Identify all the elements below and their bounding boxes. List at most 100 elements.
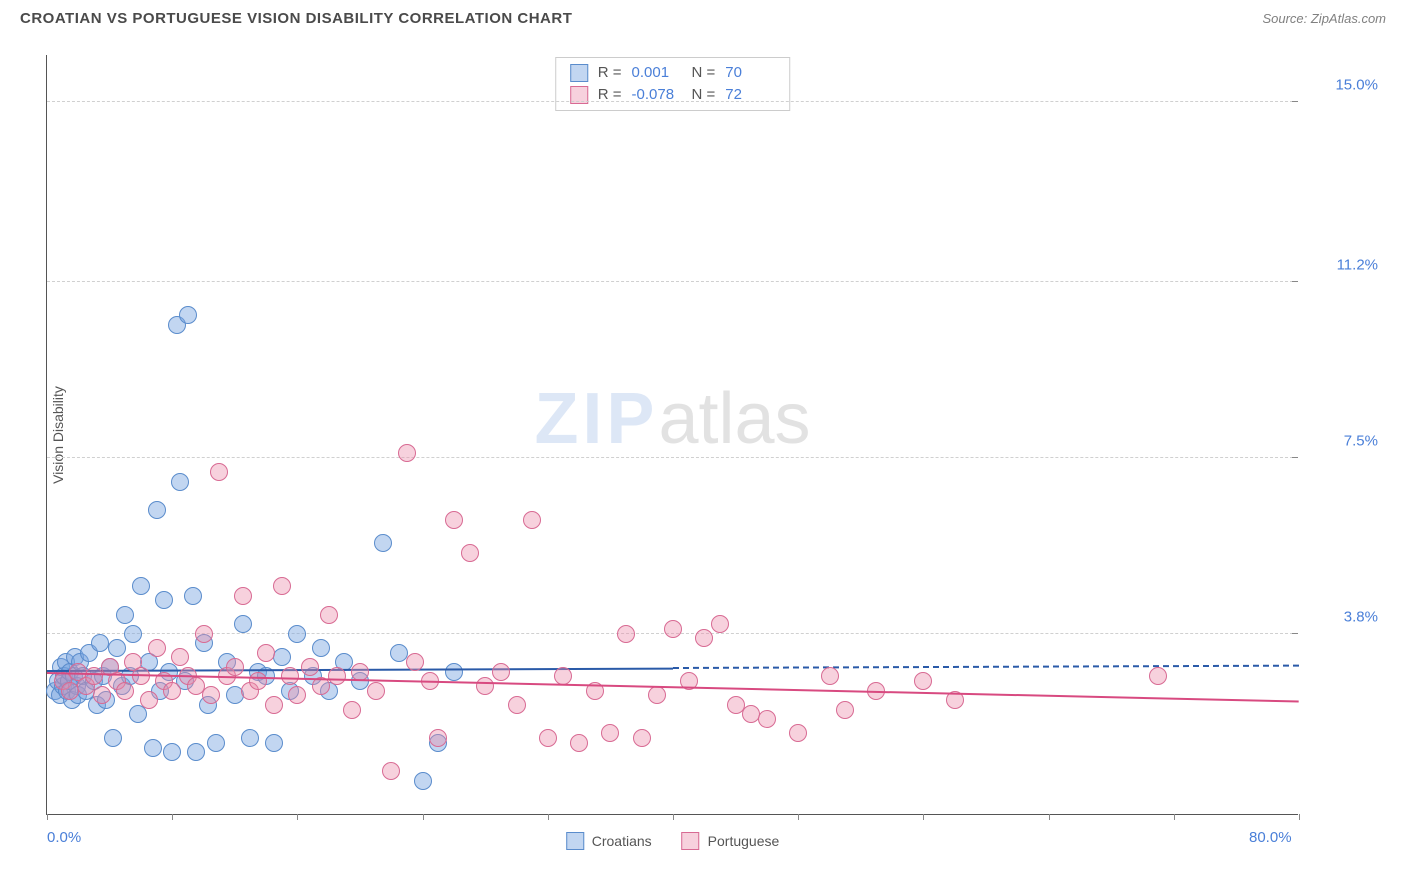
- r-value: 0.001: [632, 62, 682, 84]
- data-point: [301, 658, 319, 676]
- y-axis-label: 7.5%: [1308, 432, 1378, 449]
- n-label: N =: [692, 62, 716, 84]
- y-axis-label: 11.2%: [1308, 257, 1378, 274]
- n-label: N =: [692, 84, 716, 106]
- watermark-zip: ZIP: [534, 379, 658, 459]
- x-tick: [1299, 814, 1300, 820]
- data-point: [429, 729, 447, 747]
- watermark: ZIPatlas: [534, 378, 810, 460]
- x-tick: [297, 814, 298, 820]
- data-point: [265, 734, 283, 752]
- legend-item: Croatians: [566, 832, 652, 850]
- data-point: [351, 663, 369, 681]
- data-point: [617, 625, 635, 643]
- data-point: [821, 667, 839, 685]
- data-point: [257, 644, 275, 662]
- y-tick: [1292, 633, 1298, 634]
- data-point: [508, 696, 526, 714]
- legend-swatch: [570, 64, 588, 82]
- data-point: [320, 606, 338, 624]
- data-point: [312, 639, 330, 657]
- data-point: [633, 729, 651, 747]
- r-label: R =: [598, 84, 622, 106]
- data-point: [108, 639, 126, 657]
- legend-stat-row: R = -0.078 N = 72: [570, 84, 776, 106]
- y-tick: [1292, 457, 1298, 458]
- gridline: [47, 101, 1298, 102]
- data-point: [163, 743, 181, 761]
- data-point: [343, 701, 361, 719]
- gridline: [47, 281, 1298, 282]
- data-point: [265, 696, 283, 714]
- data-point: [273, 648, 291, 666]
- data-point: [241, 729, 259, 747]
- data-point: [171, 473, 189, 491]
- data-point: [171, 648, 189, 666]
- data-point: [116, 606, 134, 624]
- data-point: [187, 743, 205, 761]
- data-point: [281, 667, 299, 685]
- x-tick: [923, 814, 924, 820]
- data-point: [539, 729, 557, 747]
- legend-label: Portuguese: [708, 833, 780, 849]
- legend-label: Croatians: [592, 833, 652, 849]
- data-point: [288, 625, 306, 643]
- data-point: [570, 734, 588, 752]
- data-point: [445, 511, 463, 529]
- data-point: [914, 672, 932, 690]
- legend-stats-box: R = 0.001 N = 70R = -0.078 N = 72: [555, 57, 791, 111]
- source-attribution: Source: ZipAtlas.com: [1262, 11, 1386, 26]
- data-point: [492, 663, 510, 681]
- x-tick: [673, 814, 674, 820]
- chart-title: CROATIAN VS PORTUGUESE VISION DISABILITY…: [20, 10, 572, 27]
- data-point: [414, 772, 432, 790]
- data-point: [124, 625, 142, 643]
- x-tick: [423, 814, 424, 820]
- x-tick: [47, 814, 48, 820]
- data-point: [374, 534, 392, 552]
- data-point: [163, 682, 181, 700]
- data-point: [476, 677, 494, 695]
- legend-swatch: [566, 832, 584, 850]
- x-tick: [172, 814, 173, 820]
- x-tick: [1174, 814, 1175, 820]
- data-point: [288, 686, 306, 704]
- data-point: [234, 615, 252, 633]
- n-value: 70: [725, 62, 775, 84]
- x-axis-label: 0.0%: [47, 829, 81, 846]
- data-point: [789, 724, 807, 742]
- data-point: [398, 444, 416, 462]
- data-point: [1149, 667, 1167, 685]
- data-point: [758, 710, 776, 728]
- data-point: [554, 667, 572, 685]
- trend-line: [673, 665, 1299, 669]
- y-axis-label: 15.0%: [1308, 76, 1378, 93]
- x-tick: [1049, 814, 1050, 820]
- y-tick: [1292, 101, 1298, 102]
- legend-stat-row: R =0.001N =70: [570, 62, 776, 84]
- data-point: [202, 686, 220, 704]
- legend-swatch: [682, 832, 700, 850]
- data-point: [695, 629, 713, 647]
- data-point: [226, 658, 244, 676]
- n-value: 72: [725, 84, 775, 106]
- data-point: [148, 501, 166, 519]
- legend-item: Portuguese: [682, 832, 780, 850]
- x-axis-label: 80.0%: [1249, 829, 1292, 846]
- y-tick: [1292, 281, 1298, 282]
- data-point: [207, 734, 225, 752]
- data-point: [144, 739, 162, 757]
- gridline: [47, 457, 1298, 458]
- data-point: [273, 577, 291, 595]
- data-point: [195, 625, 213, 643]
- data-point: [648, 686, 666, 704]
- y-axis-title: Vision Disability: [50, 386, 66, 484]
- data-point: [461, 544, 479, 562]
- r-value: -0.078: [632, 84, 682, 106]
- data-point: [249, 672, 267, 690]
- data-point: [523, 511, 541, 529]
- data-point: [664, 620, 682, 638]
- data-point: [179, 306, 197, 324]
- data-point: [382, 762, 400, 780]
- data-point: [132, 577, 150, 595]
